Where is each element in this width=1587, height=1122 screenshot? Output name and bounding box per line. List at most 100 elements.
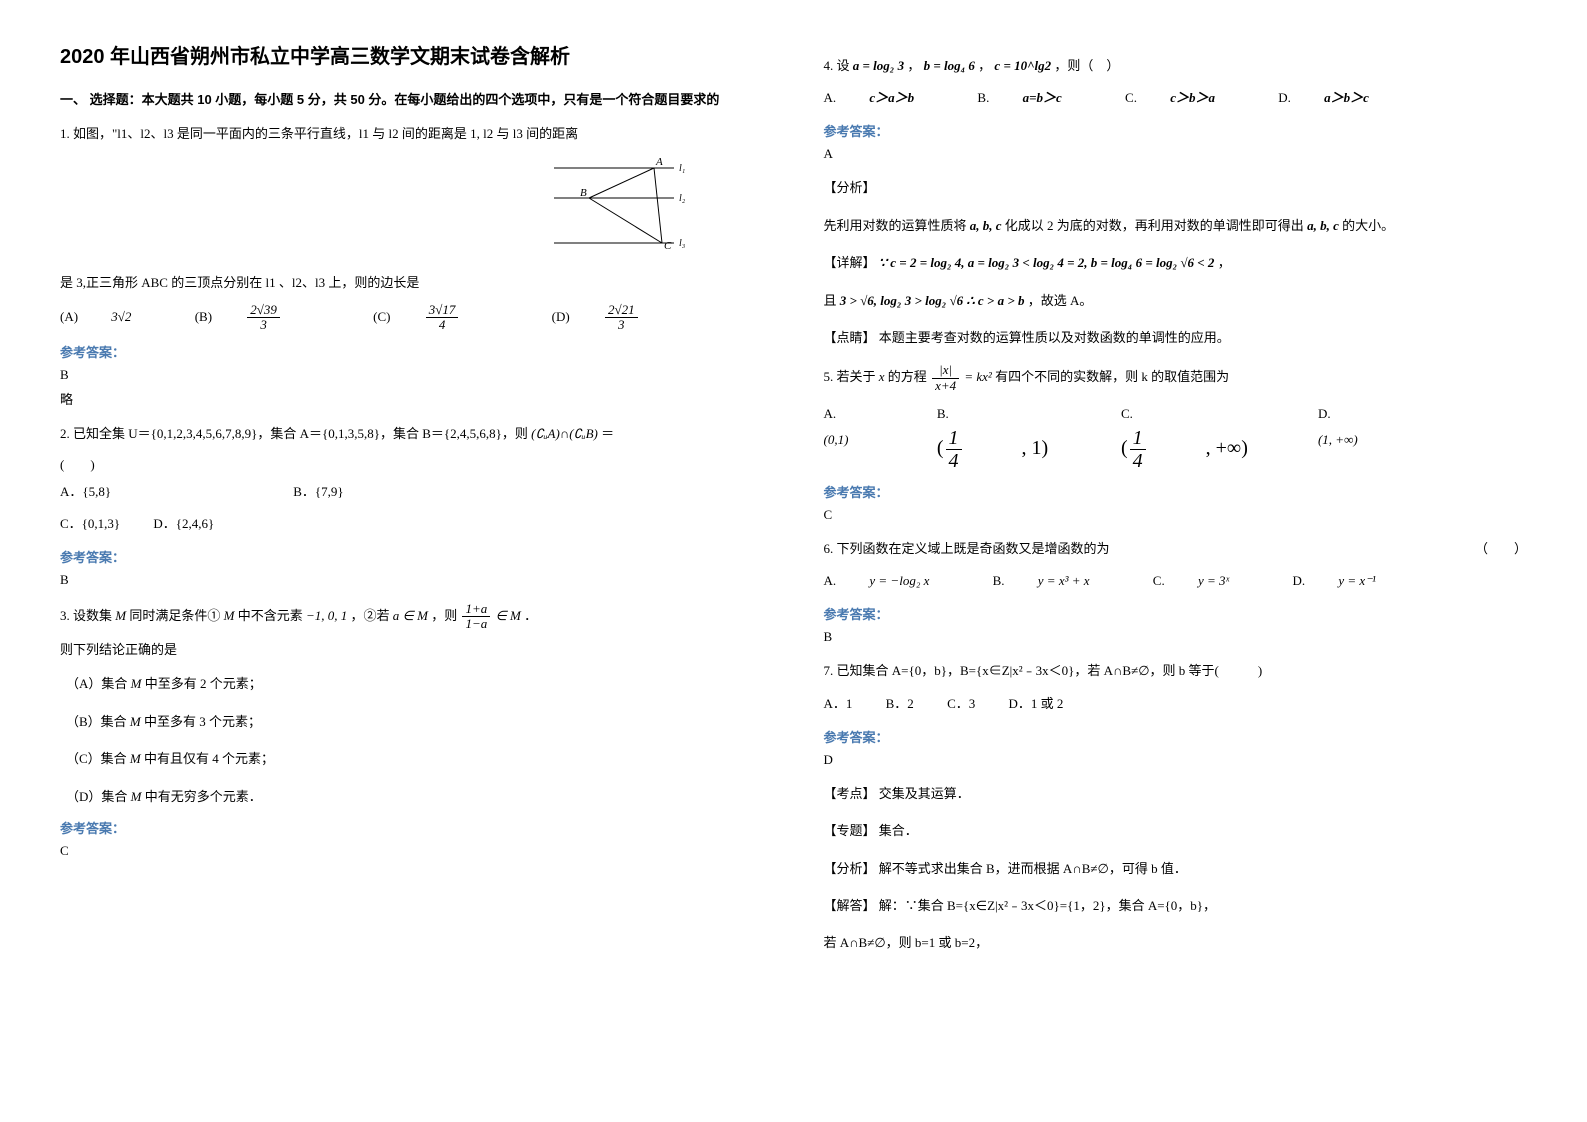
q3-opt-b: （B）集合 (66, 714, 127, 729)
q3-text-b: 同时满足条件① (129, 608, 220, 623)
q2-expr: (∁ᵤA)∩(∁ᵤB) (531, 426, 598, 441)
q1-figure: A B C l₁ l₂ l₃ (60, 153, 704, 257)
q5-eq-rhs: = kx² (964, 369, 991, 384)
q7-kd: 交集及其运算． (879, 786, 970, 801)
q4-analysis: 先利用对数的运算性质将 (824, 218, 967, 233)
q2-tail: ＝ (601, 426, 614, 441)
q2-text: 2. 已知全集 U＝{0,1,2,3,4,5,6,7,8,9}，集合 A＝{0,… (60, 426, 528, 441)
q4-abc2: a, b, c (1307, 218, 1339, 233)
q4-oa-p: A. (824, 85, 837, 111)
page-title: 2020 年山西省朔州市私立中学高三数学文期末试卷含解析 (60, 40, 764, 69)
q5-eq-num: |x| (932, 363, 959, 378)
q7-kd-line: 【考点】 交集及其运算． (824, 782, 1528, 805)
q4-analysis-mid: 化成以 2 为底的对数，再利用对数的单调性即可得出 (1005, 218, 1304, 233)
q6-ob-p: B. (993, 568, 1005, 594)
q6-oa: y = −log₂ x (869, 568, 929, 594)
q1-opt-d-num: 2√21 (605, 303, 638, 318)
svg-text:C: C (664, 240, 672, 252)
q2-opt-a: A．{5,8} (60, 479, 260, 505)
q3-M-c: M (130, 751, 141, 766)
q7-jd2: 若 A∩B≠∅，则 b=1 或 b=2， (824, 931, 1528, 954)
q4-analysis-line: 先利用对数的运算性质将 a, b, c 化成以 2 为底的对数，再利用对数的单调… (824, 214, 1528, 237)
q6-oa-p: A. (824, 568, 837, 594)
q4-abc1: a, b, c (970, 218, 1002, 233)
q1-opt-c-prefix: (C) (373, 304, 390, 330)
q5-answer-label: 参考答案： (824, 482, 1528, 501)
q4-detail-line1: 【详解】 ∵ c = 2 = log₂ 4, a = log₂ 3 < log₂… (824, 251, 1528, 274)
q5-answer: C (824, 507, 1528, 523)
q3-cond: a ∈ M (393, 608, 428, 623)
q7-oa: A．1 (824, 691, 853, 717)
q5-oa: (0,1) (824, 427, 849, 453)
q7-jd-label: 【解答】 (824, 898, 876, 913)
q1-opt-b-prefix: (B) (195, 304, 212, 330)
question-4: 4. 设 a = log₂ 3 ， b = log₄ 6 ， c = 10^lg… (824, 54, 1528, 77)
q3-opt-b-tail: 中至多有 3 个元素； (144, 714, 261, 729)
q4-detail-comma: ， (1218, 255, 1231, 270)
q5-oc-p: C. (1121, 401, 1133, 427)
q4-tail: ，则（ ） (1054, 58, 1119, 73)
q2-options-2: C．{0,1,3} D．{2,4,6} (60, 511, 764, 537)
q5-ob-p: B. (937, 401, 949, 427)
q4-a-eq: a = log₂ 3 (853, 58, 904, 73)
q3-text-c: 中不含元素 (238, 608, 303, 623)
q2-paren: ( ) (60, 454, 764, 473)
q2-opt-d: D．{2,4,6} (153, 511, 214, 537)
q3-opt-c-tail: 中有且仅有 4 个元素； (144, 751, 274, 766)
question-2: 2. 已知全集 U＝{0,1,2,3,4,5,6,7,8,9}，集合 A＝{0,… (60, 422, 764, 445)
q4-c1: ， (907, 58, 920, 73)
q7-zt-label: 【专题】 (824, 823, 876, 838)
q4-note-line: 【点睛】 本题主要考查对数的运算性质以及对数函数的单调性的应用。 (824, 326, 1528, 349)
q4-detail-and: 且 (824, 293, 837, 308)
q3-opt-c-line: （C）集合 M 中有且仅有 4 个元素； (60, 747, 764, 770)
q4-oa: c＞a＞b (869, 90, 914, 105)
q4-detail-tail: ，故选 A。 (1028, 293, 1093, 308)
q4-detail-line2: 且 3 > √6, log₂ 3 > log₂ √6 ∴ c > a > b ，… (824, 289, 1528, 312)
q1-text-b: 是 3,正三角形 ABC 的三顶点分别在 l1 、l2、l3 上，则的边长是 (60, 271, 764, 294)
q3-frac-num: 1+a (462, 602, 490, 617)
q3-opt-d-tail: 中有无穷多个元素． (145, 789, 262, 804)
q4-analysis-label: 【分析】 (824, 176, 1528, 199)
q1-options: (A) 3√2 (B) 2√393 (C) 3√174 (D) 2√213 (60, 303, 764, 333)
question-7: 7. 已知集合 A={0，b}，B={x∈Z|x²﹣3x＜0}，若 A∩B≠∅，… (824, 659, 1528, 682)
q7-fx: 解不等式求出集合 B，进而根据 A∩B≠∅，可得 b 值． (879, 861, 1187, 876)
q4-od: a＞b＞c (1324, 90, 1369, 105)
q3-opt-b-line: （B）集合 M 中至多有 3 个元素； (60, 710, 764, 733)
q7-fx-line: 【分析】 解不等式求出集合 B，进而根据 A∩B≠∅，可得 b 值． (824, 857, 1528, 880)
q7-ob: B．2 (886, 691, 914, 717)
q3-M-d: M (131, 789, 142, 804)
q4-answer-label: 参考答案： (824, 121, 1528, 140)
q1-opt-b-den: 3 (247, 318, 280, 332)
q7-zt: 集合． (879, 823, 918, 838)
q3-M-1: M (115, 608, 126, 623)
q6-oc-p: C. (1153, 568, 1165, 594)
q3-text-a: 3. 设数集 (60, 608, 112, 623)
q4-answer: A (824, 146, 1528, 162)
q5-options: A. (0,1) B. (14, 1) C. (14, +∞) D. (1, +… (824, 401, 1444, 472)
question-5: 5. 若关于 x 的方程 |x|x+4 = kx² 有四个不同的实数解，则 k … (824, 363, 1528, 393)
q4-b-eq: b = log₄ 6 (924, 58, 975, 73)
q4-detail2: 3 > √6, log₂ 3 > log₂ √6 ∴ c > a > b (840, 293, 1025, 308)
q1-opt-d-prefix: (D) (552, 304, 570, 330)
q6-options: A. y = −log₂ x B. y = x³ + x C. y = 3ˣ D… (824, 568, 1528, 594)
svg-text:l₃: l₃ (679, 238, 686, 249)
q1-opt-c-num: 3√17 (426, 303, 459, 318)
q7-answer-label: 参考答案： (824, 727, 1528, 746)
q3-opt-d-line: （D）集合 M 中有无穷多个元素． (60, 785, 764, 808)
q2-answer-label: 参考答案： (60, 547, 764, 566)
q3-opt-d: （D）集合 (66, 789, 127, 804)
q4-ob-p: B. (977, 85, 989, 111)
q7-oc: C．3 (947, 691, 975, 717)
q1-opt-c-den: 4 (426, 318, 459, 332)
q3-text-d: ，②若 (351, 608, 390, 623)
q4-oc-p: C. (1125, 85, 1137, 111)
q1-text-a: 1. 如图，"l1、l2、l3 是同一平面内的三条平行直线，l1 与 l2 间的… (60, 126, 578, 141)
q6-answer-label: 参考答案： (824, 604, 1528, 623)
q4-c2: ， (978, 58, 991, 73)
q1-answer-label: 参考答案： (60, 342, 764, 361)
q4-note-label: 【点睛】 (824, 330, 876, 345)
q6-ob: y = x³ + x (1038, 568, 1090, 594)
q7-jd: 解：∵集合 B={x∈Z|x²﹣3x＜0}={1，2}，集合 A={0，b}， (879, 898, 1216, 913)
q6-od-p: D. (1292, 568, 1305, 594)
q5-od-p: D. (1318, 401, 1331, 427)
